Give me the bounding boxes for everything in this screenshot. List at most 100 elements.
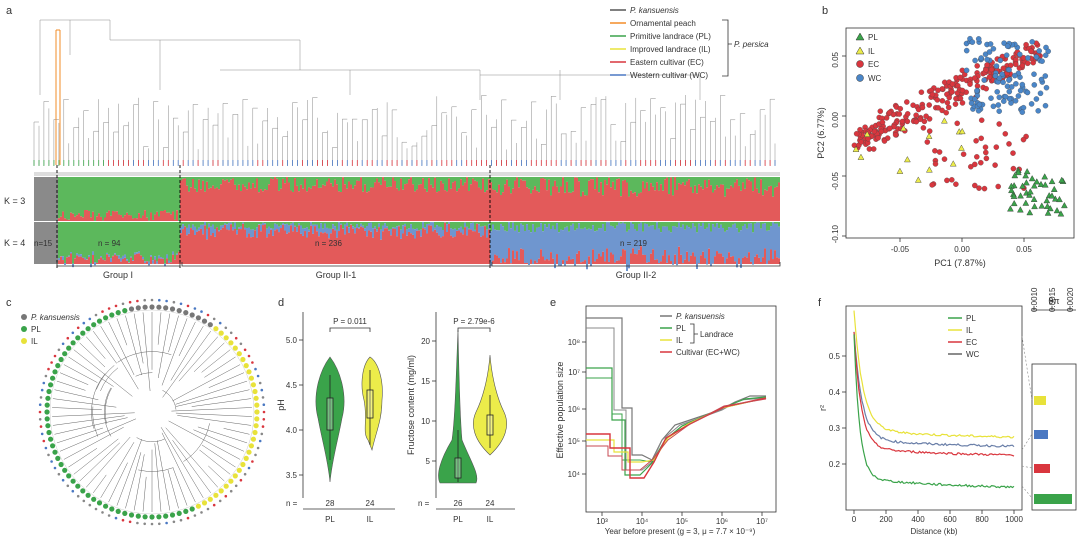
admix-bar (660, 184, 662, 221)
admix-bar (334, 230, 336, 264)
admix-bar (112, 210, 114, 221)
admix-bar (616, 225, 618, 261)
admix-bar (216, 227, 218, 264)
admix-bar (300, 177, 302, 185)
admix-bar (368, 230, 370, 264)
tip-dot (48, 382, 54, 388)
admix-bar (188, 177, 190, 192)
admix-bar (330, 233, 332, 264)
admix-bar (610, 187, 612, 221)
admix-bar (370, 177, 372, 188)
admix-bar (178, 251, 180, 264)
admix-bar (724, 222, 726, 232)
admix-bar (588, 177, 590, 181)
admix-bar (698, 222, 700, 224)
admix-bar (180, 222, 182, 227)
admix-bar (604, 177, 606, 181)
admix-bar (476, 222, 478, 224)
admix-bar (58, 218, 60, 221)
wc-point (972, 57, 978, 64)
pl-point (1051, 195, 1059, 202)
admix-bar (196, 222, 198, 230)
admix-bar (270, 177, 272, 179)
admix-bar (570, 177, 572, 193)
legend-ec: Eastern cultivar (EC) (630, 58, 704, 67)
admix-bar (732, 187, 734, 221)
admix-divider (34, 172, 780, 176)
admix-bar (56, 177, 58, 221)
outer-dot (38, 410, 42, 414)
legend-marker (21, 314, 27, 320)
admix-bar (408, 231, 410, 264)
admix-bar (292, 222, 294, 232)
admix-bar (318, 222, 320, 229)
admix-bar (222, 177, 224, 180)
admix-bar (308, 222, 310, 230)
ld-ytick: 0.4 (829, 388, 841, 397)
admix-bar (330, 222, 332, 229)
admix-bar (204, 225, 206, 264)
wc-point (1013, 81, 1019, 87)
admix-bar (162, 258, 164, 264)
admix-bar (612, 226, 614, 255)
outer-dot (128, 300, 132, 304)
admix-bar (762, 223, 764, 258)
admix-bar (280, 177, 282, 189)
admix-bar (712, 192, 714, 221)
admix-bar (376, 177, 378, 179)
ec-point (949, 89, 955, 95)
admix-bar (620, 256, 622, 264)
panel-f-legend: PL IL EC WC (948, 314, 980, 359)
admix-bar (534, 260, 536, 264)
admix-bar (526, 177, 528, 188)
admix-bar (586, 229, 588, 270)
admix-bar (432, 177, 434, 188)
ec-point (904, 99, 910, 105)
admix-bar (742, 225, 744, 258)
admix-bar (438, 222, 440, 227)
ec-point (913, 118, 920, 125)
admix-bar (532, 224, 534, 264)
admix-bar (748, 252, 750, 264)
admix-bar (102, 259, 104, 264)
admix-bar (596, 177, 598, 221)
admix-bar (210, 222, 212, 227)
pl-point (1026, 191, 1033, 198)
admix-bar (452, 177, 454, 183)
admix-bar (628, 196, 630, 221)
admix-bar (156, 211, 158, 221)
admix-bar (134, 254, 136, 264)
admix-bar (222, 179, 224, 221)
admix-bar (352, 177, 354, 189)
admix-bar (576, 177, 578, 221)
admix-bar (276, 229, 278, 264)
admix-bar (542, 231, 544, 257)
admix-bar (366, 192, 368, 221)
admix-bar (352, 228, 354, 264)
admix-bar (208, 188, 210, 221)
admix-bar (270, 222, 272, 229)
admix-bar (40, 177, 42, 221)
admix-bar (180, 177, 182, 181)
admix-bar (170, 177, 172, 215)
admix-bar (260, 224, 262, 232)
admix-bar (190, 187, 192, 221)
admix-bar (560, 222, 562, 230)
admix-bar (144, 263, 146, 264)
tip-dot (228, 340, 234, 346)
admix-bar (378, 177, 380, 183)
ec-point (926, 128, 933, 134)
admix-bar (422, 222, 424, 229)
admix-bar (632, 193, 634, 221)
fructose-group-il: IL (487, 515, 494, 524)
admix-bar (50, 222, 52, 264)
admix-bar (264, 224, 266, 264)
tip-dot (240, 356, 246, 363)
admix-bar (70, 177, 72, 213)
admix-bar (380, 177, 382, 185)
admix-bar (650, 253, 652, 264)
admix-bar (558, 177, 560, 193)
admix-bar (622, 180, 624, 221)
admix-bar (148, 177, 150, 221)
ec-point (892, 132, 899, 138)
